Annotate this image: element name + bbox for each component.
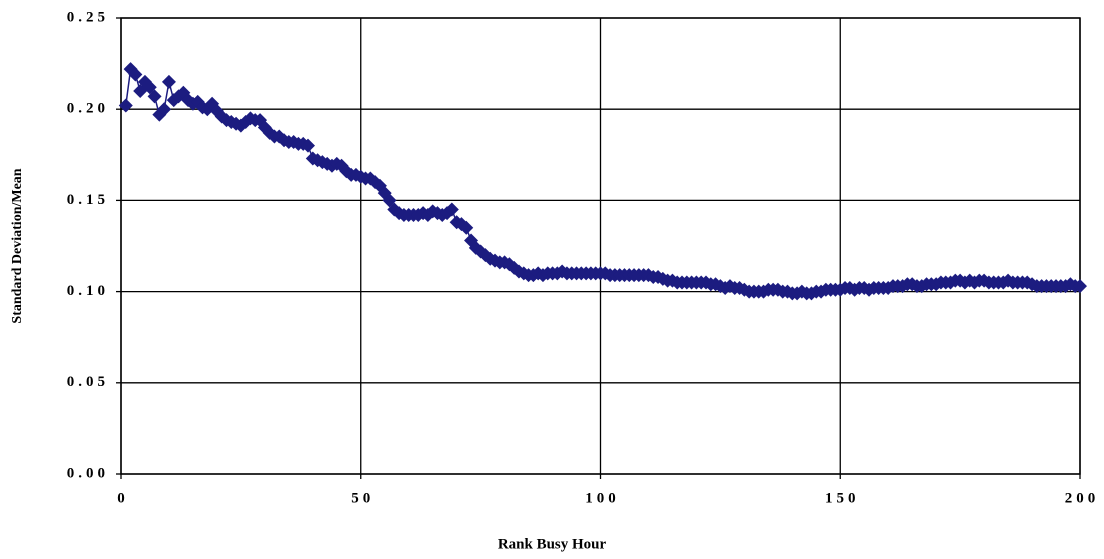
series-line [125,67,1080,295]
y-tick-label: 0.10 [67,283,109,299]
x-tick-label: 0 [117,490,129,506]
point-marker [502,257,517,272]
x-tick-label: 100 [585,490,620,506]
point-marker [147,89,162,104]
y-tick-label: 0.20 [67,101,109,117]
point-marker [444,202,459,217]
y-tick-label: 0.25 [67,9,109,25]
point-marker [301,138,316,153]
x-axis-title: Rank Busy Hour [498,536,607,552]
point-marker [161,74,176,89]
point-marker [157,102,172,117]
point-marker [1073,279,1087,294]
plot-border [120,17,1081,475]
x-tick-label: 200 [1065,490,1100,506]
point-marker [128,67,143,82]
y-axis-title: Standard Deviation/Mean [10,168,25,323]
y-tick-label: 0.00 [67,465,109,481]
point-marker [459,220,474,235]
x-tick-label: 50 [351,490,374,506]
point-marker [118,98,133,113]
x-tick-label: 150 [825,490,860,506]
y-tick-label: 0.15 [67,192,109,208]
y-tick-label: 0.05 [67,374,109,390]
